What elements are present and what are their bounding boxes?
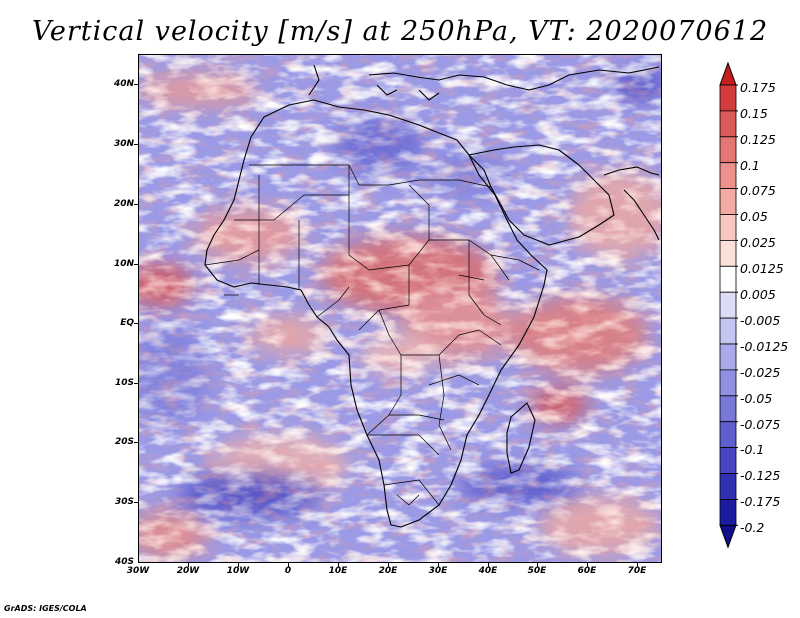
lon-tick [438, 563, 439, 567]
colorbar-label: 0.15 [740, 106, 768, 121]
colorbar-segment [719, 369, 737, 397]
colorbar-segment [719, 498, 737, 526]
colorbar-label: -0.005 [740, 313, 781, 328]
colorbar-segment [719, 291, 737, 319]
lat-label-20n: 20N [113, 199, 134, 209]
lon-tick [488, 563, 489, 567]
lon-tick [637, 563, 638, 567]
colorbar-bottom-arrow [719, 524, 737, 549]
colorbar-segment [719, 239, 737, 267]
colorbar-label: 0.0125 [740, 261, 784, 276]
lat-tick [134, 204, 138, 205]
lat-label-30s: 30S [114, 497, 134, 507]
lat-tick [134, 264, 138, 265]
lat-label-10s: 10S [114, 378, 134, 388]
colorbar-segment [719, 395, 737, 423]
coastlines [204, 64, 660, 528]
lat-label-40n: 40N [113, 79, 134, 89]
colorbar-segment [719, 110, 737, 138]
lon-tick [288, 563, 289, 567]
colorbar-segment [719, 188, 737, 215]
lat-tick [134, 144, 138, 145]
lat-label-20s: 20S [114, 437, 134, 447]
vertical-velocity-field [139, 55, 661, 562]
lon-label-40e: 40E [478, 566, 498, 576]
map-title: Vertical velocity [m/s] at 250hPa, VT: 2… [31, 16, 769, 47]
colorbar [719, 61, 738, 549]
colorbar-label: -0.175 [740, 494, 781, 509]
colorbar-segment [719, 421, 737, 449]
colorbar-segment [719, 473, 737, 500]
colorbar-segment [719, 447, 737, 474]
lat-label-40s: 40S [114, 557, 134, 567]
colorbar-label: 0.05 [740, 209, 768, 224]
lat-tick [134, 84, 138, 85]
colorbar-label: -0.2 [740, 520, 765, 535]
lat-label-10n: 10N [113, 259, 134, 269]
lon-tick [338, 563, 339, 567]
lon-tick [388, 563, 389, 567]
lat-tick [134, 383, 138, 384]
lon-label-10w: 10W [226, 566, 250, 576]
lon-label-10e: 10E [328, 566, 348, 576]
footer-credit: GrADS: IGES/COLA [4, 604, 87, 613]
lon-label-50e: 50E [527, 566, 547, 576]
colorbar-label: 0.025 [740, 235, 776, 250]
colorbar-top-arrow [719, 61, 737, 86]
colorbar-segment [719, 84, 737, 112]
colorbar-label: 0.175 [740, 80, 776, 95]
lon-label-20e: 20E [378, 566, 398, 576]
lat-tick [134, 502, 138, 503]
colorbar-label: -0.1 [740, 442, 765, 457]
country-borders [204, 164, 540, 506]
lat-label-eq: EQ [120, 318, 134, 328]
lon-label-30e: 30E [428, 566, 448, 576]
colorbar-label: -0.0125 [740, 339, 789, 354]
colorbar-label: 0.125 [740, 132, 776, 147]
colorbar-segment [719, 136, 737, 164]
map-plot-area [138, 54, 662, 563]
colorbar-label: 0.005 [740, 287, 776, 302]
colorbar-label: 0.075 [740, 183, 776, 198]
colorbar-segment [719, 162, 737, 189]
lon-label-70e: 70E [627, 566, 647, 576]
colorbar-segment [719, 317, 737, 345]
colorbar-label: -0.05 [740, 391, 773, 406]
colorbar-segment [719, 265, 737, 293]
lon-tick [188, 563, 189, 567]
colorbar-label: -0.125 [740, 468, 781, 483]
lat-tick [134, 442, 138, 443]
colorbar-label: -0.075 [740, 417, 781, 432]
lat-tick [134, 323, 138, 324]
lon-label-30w: 30W [126, 566, 150, 576]
lon-label-60e: 60E [577, 566, 597, 576]
lon-label-0: 0 [284, 566, 292, 576]
lat-label-30n: 30N [113, 139, 134, 149]
lon-label-20w: 20W [176, 566, 200, 576]
colorbar-label: 0.1 [740, 158, 760, 173]
lon-tick [238, 563, 239, 567]
lon-tick [587, 563, 588, 567]
colorbar-segment [719, 343, 737, 371]
lon-tick [537, 563, 538, 567]
colorbar-segment [719, 214, 737, 241]
colorbar-label: -0.025 [740, 365, 781, 380]
